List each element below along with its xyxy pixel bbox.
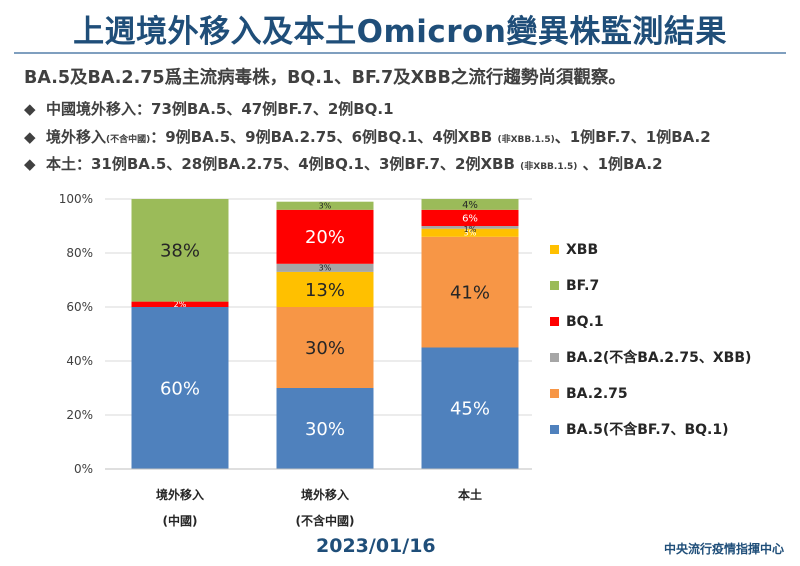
legend-swatch [550, 425, 559, 434]
legend-swatch [550, 245, 559, 254]
bullet-text: 本土：31例BA.5、28例BA.2.75、4例BQ.1、3例BF.7、2例XB… [46, 155, 521, 173]
data-label: 3% [319, 264, 332, 273]
legend-swatch [550, 281, 559, 290]
bar-segment [276, 307, 374, 388]
diamond-icon: ◆ [24, 128, 36, 146]
legend-label: XBB [566, 242, 598, 258]
variant-stacked-bar-chart: 0% 20% 40% 60% 80% 100% 60% 2% 38% 境外移入 (中國) 30% 30%… [59, 192, 752, 528]
agency-name: 中央流行疫情指揮中心 [663, 542, 784, 556]
data-label: 2% [174, 300, 187, 309]
bar-segment [131, 301, 229, 307]
bullet-text: ：9例BA.5、9例BA.2.75、6例BQ.1、4例XBB [150, 128, 498, 146]
legend-label: BF.7 [566, 278, 599, 294]
data-label: 20% [305, 227, 345, 248]
diamond-icon: ◆ [24, 155, 36, 173]
data-label: 45% [450, 399, 490, 420]
bar-segment [276, 201, 374, 210]
y-tick-label: 0% [74, 462, 93, 476]
bar-segment [421, 209, 519, 226]
bar-segment [421, 228, 519, 237]
y-tick-label: 80% [66, 246, 93, 260]
y-tick-label: 60% [66, 300, 93, 314]
bullet-note: (非XBB.1.5) [497, 135, 555, 145]
x-category-label: 境外移入 [156, 487, 204, 502]
legend-label: BA.2(不含BA.2.75、XBB) [566, 349, 751, 366]
legend-label: BA.2.75 [566, 386, 628, 402]
data-label: 4% [462, 200, 478, 211]
bar-segment [276, 263, 374, 272]
bar-segment [276, 209, 374, 264]
bullet-china: ◆ 中國境外移入：73例BA.5、47例BF.7、2例BQ.1 [24, 98, 394, 119]
legend-swatch [550, 317, 559, 326]
data-label: 3% [319, 202, 332, 211]
data-label: 13% [305, 280, 345, 301]
bullet-note: (非XBB.1.5) [520, 162, 578, 172]
data-label: 1% [464, 225, 477, 234]
bar-segment [421, 226, 519, 229]
y-tick-label: 20% [66, 408, 93, 422]
bullet-text: 中國境外移入：73例BA.5、47例BF.7、2例BQ.1 [46, 100, 394, 118]
x-category-sublabel: (中國) [163, 513, 198, 528]
bar-segment [276, 388, 374, 469]
bullet-note: (不含中國) [106, 135, 151, 145]
bar-segment [421, 199, 519, 210]
title-divider [14, 52, 786, 54]
page-title: 上週境外移入及本土Omicron變異株監測結果 [73, 14, 727, 50]
bar-segment [421, 236, 519, 348]
data-label: 60% [160, 378, 200, 399]
y-tick-label: 40% [66, 354, 93, 368]
x-category-label: 境外移入 [301, 487, 349, 502]
legend-swatch [550, 353, 559, 362]
bar-segment [131, 199, 229, 302]
bullet-text: 、1例BF.7、1例BA.2 [554, 128, 711, 146]
legend-label: BA.5(不含BF.7、BQ.1) [566, 421, 729, 438]
y-tick-label: 100% [59, 192, 93, 206]
x-category-label: 本土 [458, 487, 482, 502]
legend-swatch [550, 389, 559, 398]
bullet-text: 、1例BA.2 [577, 155, 663, 173]
bullet-imported-excl-china: ◆ 境外移入(不含中國)：9例BA.5、9例BA.2.75、6例BQ.1、4例XB… [24, 126, 711, 147]
data-label: 38% [160, 241, 200, 262]
data-label: 6% [462, 213, 478, 224]
bar-segment [131, 307, 229, 469]
data-label: 30% [305, 338, 345, 359]
bar-segment [276, 271, 374, 307]
legend-label: BQ.1 [566, 314, 604, 330]
data-label: 30% [305, 419, 345, 440]
bar-segment [421, 347, 519, 469]
bullet-domestic: ◆ 本土：31例BA.5、28例BA.2.75、4例BQ.1、3例BF.7、2例X… [24, 153, 663, 174]
diamond-icon: ◆ [24, 100, 36, 118]
data-label: 41% [450, 282, 490, 303]
report-date: 2023/01/16 [316, 535, 436, 557]
data-label: 3% [464, 229, 477, 238]
x-category-sublabel: (不含中國) [296, 513, 355, 528]
lead-text: BA.5及BA.2.75爲主流病毒株，BQ.1、BF.7及XBB之流行趨勢尚須觀… [24, 68, 626, 88]
bullet-text: 境外移入 [46, 128, 107, 146]
